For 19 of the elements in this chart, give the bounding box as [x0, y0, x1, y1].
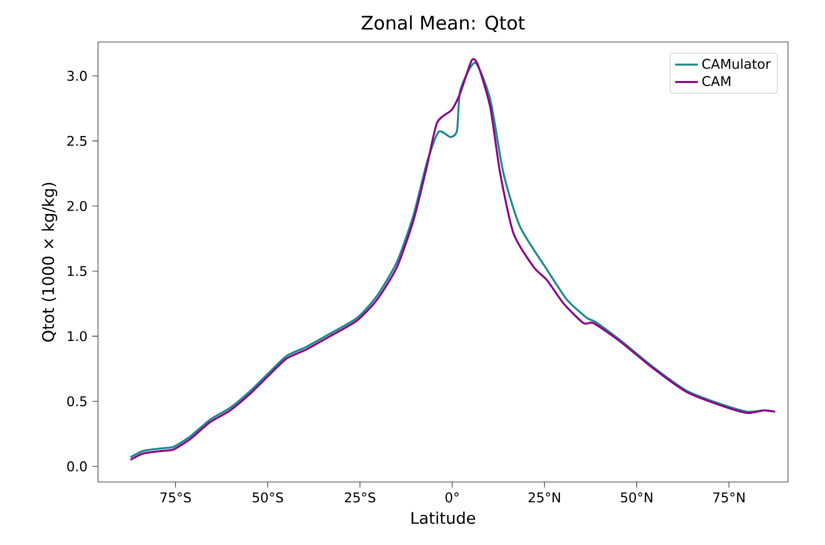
x-tick-label: 0° — [446, 492, 459, 502]
y-tick-label: 2.5 — [67, 136, 86, 146]
y-axis-title: Qtot (1000 × kg/kg) — [42, 182, 58, 342]
legend-label: CAM — [702, 76, 730, 86]
y-tick-label: 1.0 — [68, 331, 87, 342]
x-tick-label: 25°N — [528, 492, 560, 502]
x-tick-label: 50°S — [252, 492, 284, 502]
y-tick-label: 1.5 — [68, 266, 86, 276]
y-tick-label: 0.5 — [67, 396, 86, 406]
x-tick-label: 50°N — [620, 492, 652, 502]
x-tick-label: 75°S — [160, 492, 191, 502]
x-tick-label: 25°S — [344, 492, 376, 502]
x-tick-label: 75°N — [713, 492, 744, 502]
y-tick-label: 3.0 — [67, 70, 87, 81]
y-tick-label: 2.0 — [67, 200, 87, 212]
x-axis-title: Latitude — [412, 512, 476, 524]
y-tick-label: 0.0 — [67, 461, 87, 472]
chart-title: Zonal Mean: Qtot — [362, 15, 525, 32]
legend-label: CAMulator — [702, 58, 771, 69]
